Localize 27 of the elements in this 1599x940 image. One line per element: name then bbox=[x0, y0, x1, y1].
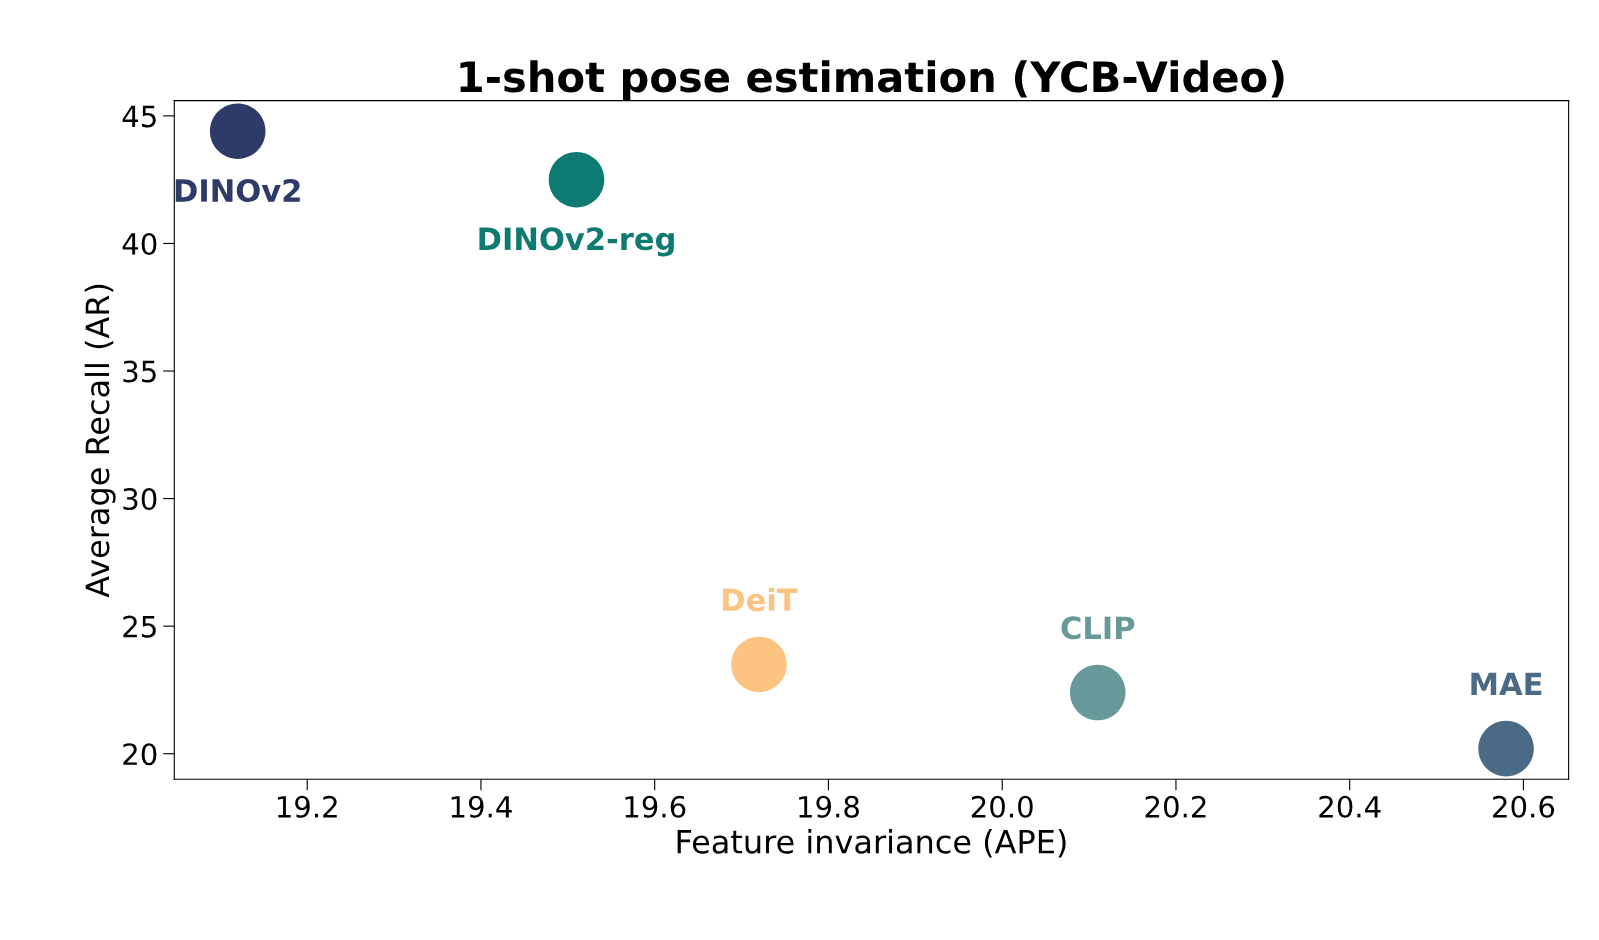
point bbox=[548, 151, 605, 208]
x-tick-label: 19.2 bbox=[277, 795, 337, 818]
x-tick-label: 19.4 bbox=[451, 795, 512, 818]
x-tick-label: 20.0 bbox=[971, 795, 1033, 818]
y-tick-label: 45 bbox=[122, 105, 156, 128]
chart-title: 1-shot pose estimation (YCB-Video) bbox=[460, 60, 1284, 101]
series-label: DINOv2-reg bbox=[479, 227, 674, 257]
x-tick-label: 20.4 bbox=[1319, 795, 1381, 818]
point bbox=[731, 636, 787, 693]
point bbox=[209, 103, 266, 159]
y-tick-label: 30 bbox=[123, 488, 157, 511]
y-tick-label: 25 bbox=[123, 615, 156, 638]
y-tick-label: 40 bbox=[122, 232, 157, 255]
x-axis-title: Feature invariance (APE) bbox=[677, 829, 1066, 858]
series-label: DeiT bbox=[723, 587, 798, 612]
y-axis-title: Average Recall (AR) bbox=[84, 284, 116, 598]
x-tick-label: 19.6 bbox=[625, 795, 686, 818]
series-label: CLIP bbox=[1061, 616, 1135, 640]
y-tick-label: 20 bbox=[123, 743, 157, 766]
series-label: MAE bbox=[1471, 672, 1542, 696]
point bbox=[1069, 664, 1126, 721]
point bbox=[1478, 720, 1534, 777]
x-tick-label: 20.2 bbox=[1145, 795, 1206, 818]
y-tick-label: 35 bbox=[123, 360, 156, 383]
x-tick-label: 19.8 bbox=[799, 795, 859, 818]
x-tick-label: 20.6 bbox=[1493, 795, 1555, 818]
series-label: DINOv2 bbox=[175, 178, 300, 203]
